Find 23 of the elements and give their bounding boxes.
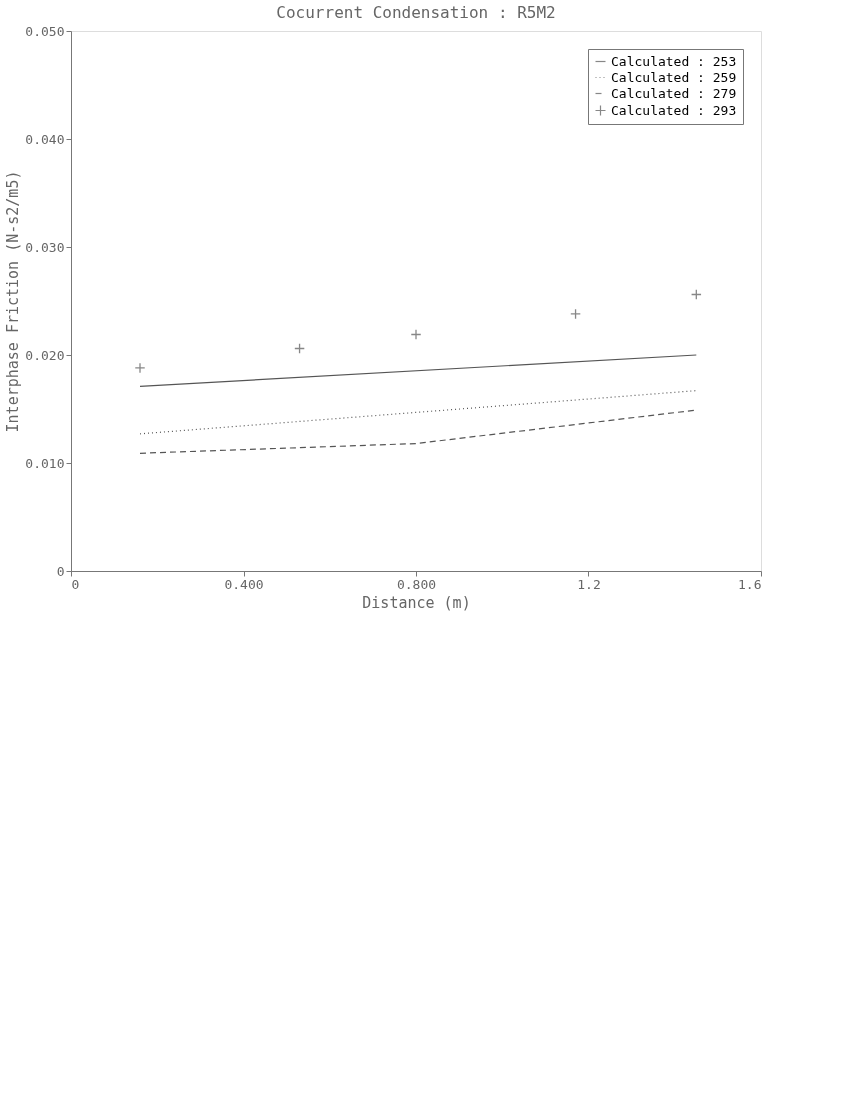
x-tick-label: 0.800 [396, 576, 437, 592]
point [134, 362, 146, 374]
legend-label: Calculated : 259 [611, 69, 737, 85]
x-tick-label: 1.2 [577, 576, 601, 592]
point [294, 343, 305, 354]
legend-label: Calculated : 253 [611, 53, 737, 69]
chart-title: Cocurrent Condensation : R5M2 [276, 3, 556, 22]
legend-label: Calculated : 293 [611, 102, 737, 118]
x-axis-title: Distance (m) [362, 593, 471, 612]
point [570, 308, 581, 320]
y-axis-title: Interphase Friction (N-s2/m5) [4, 170, 23, 433]
y-tick-label: 0.010 [25, 455, 65, 471]
y-tick-label: 0.020 [25, 347, 65, 363]
x-tick-label: 1.6 [738, 576, 762, 592]
y-tick-label: 0.040 [25, 131, 65, 147]
x-tick-label: 0.400 [224, 576, 264, 592]
x-tick-label: 0 [71, 576, 80, 592]
legend-label: Calculated : 279 [611, 85, 737, 101]
y-tick-label: 0.050 [25, 23, 65, 39]
point [690, 289, 702, 300]
y-tick-label: 0 [56, 563, 65, 579]
point [410, 329, 422, 340]
y-tick-label: 0.030 [25, 239, 65, 255]
